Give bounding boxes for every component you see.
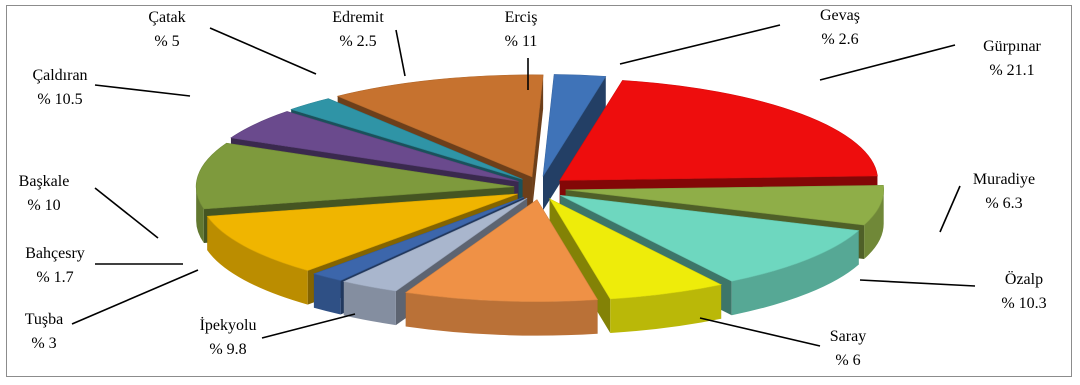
slice-label-name: Edremit — [332, 9, 384, 26]
pie-slice-top — [206, 193, 518, 271]
slice-label-name: İpekyolu — [200, 316, 257, 334]
pie-slice-wall — [532, 74, 544, 211]
slice-label-value: % 1.7 — [36, 269, 73, 286]
pie-slice-top — [290, 98, 523, 180]
pie-slice-0 — [542, 74, 607, 211]
slice-label-value: % 6.3 — [985, 195, 1022, 212]
slice-label-name: Bahçesry — [25, 245, 85, 262]
slice-label-name: Özalp — [1005, 270, 1043, 288]
pie-slice-rim — [864, 189, 884, 260]
pie-slice-rim — [343, 281, 396, 326]
leader-line-1 — [819, 44, 956, 81]
slice-label-name: Tuşba — [25, 311, 64, 328]
slice-label-name: Başkale — [19, 173, 70, 190]
leader-line-11 — [395, 29, 406, 77]
pie-slice-rim — [405, 292, 598, 336]
slice-label-value: % 5 — [154, 33, 179, 50]
pie-slice-top — [230, 111, 519, 182]
slice-label-name: Erciş — [505, 9, 538, 26]
leader-line-0 — [619, 24, 781, 65]
slice-label-name: Gürpınar — [983, 38, 1041, 55]
leader-line-2 — [939, 185, 961, 233]
leader-line-8 — [94, 187, 159, 239]
pie-slice-top — [195, 142, 515, 210]
slice-label-name: Muradiye — [973, 171, 1035, 188]
slice-label-value: % 3 — [31, 335, 56, 352]
pie-slice-rim — [313, 273, 341, 315]
pie-slice-top — [542, 74, 607, 177]
pie-slice-rim — [207, 216, 308, 305]
slice-label-value: % 2.6 — [821, 31, 858, 48]
slice-label-value: % 11 — [505, 33, 538, 50]
pie-slice-top — [559, 80, 878, 181]
pie-slice-wall — [543, 76, 606, 211]
pie-slice-top — [342, 197, 528, 292]
slice-label-value: % 9.8 — [209, 341, 246, 358]
pie-slice-rim — [731, 230, 859, 316]
slice-label-value: % 6 — [835, 352, 860, 369]
pie-slice-top — [560, 195, 860, 282]
pie-slice-rim — [610, 284, 722, 333]
pie-slice-top — [404, 199, 599, 302]
pie-slice-top — [312, 196, 525, 281]
slice-label-name: Çaldıran — [32, 67, 87, 84]
leader-line-6 — [71, 269, 199, 325]
pie-slice-5 — [404, 199, 599, 336]
slice-label-value: % 10.3 — [1001, 295, 1046, 312]
pie-slice-top — [565, 185, 884, 226]
pie-slice-top — [336, 74, 544, 178]
slice-label-value: % 10.5 — [37, 91, 82, 108]
slice-label-value: % 10 — [27, 197, 60, 214]
slice-label-value: % 21.1 — [989, 62, 1034, 79]
leader-line-5 — [261, 313, 356, 339]
slice-label-name: Gevaş — [820, 7, 860, 24]
leader-line-9 — [94, 84, 191, 97]
leader-line-3 — [859, 279, 976, 287]
pie-slice-top — [548, 198, 723, 300]
pie-slice-rim — [196, 186, 204, 243]
leader-line-10 — [209, 27, 317, 75]
slice-label-value: % 2.5 — [339, 33, 376, 50]
leader-line-4 — [699, 317, 821, 347]
slice-label-name: Saray — [830, 328, 866, 345]
slice-label-name: Çatak — [148, 9, 185, 26]
